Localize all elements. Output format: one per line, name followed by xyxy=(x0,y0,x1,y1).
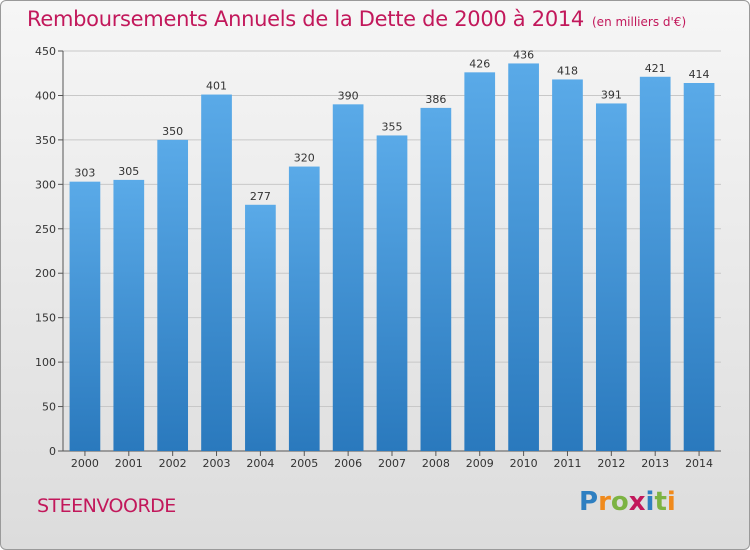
x-tick-label: 2005 xyxy=(290,457,318,470)
bar xyxy=(201,94,232,452)
x-tick-label: 2013 xyxy=(641,457,669,470)
y-tick-label: 400 xyxy=(35,89,56,102)
bar xyxy=(508,63,539,451)
y-tick-label: 50 xyxy=(42,401,56,414)
logo-letter: i xyxy=(666,487,676,517)
city-name: STEENVOORDE xyxy=(37,495,176,517)
x-tick-label: 2008 xyxy=(422,457,450,470)
bar xyxy=(69,181,101,451)
bar-value-label: 350 xyxy=(162,125,183,138)
bar xyxy=(420,107,452,451)
y-tick-label: 350 xyxy=(35,134,56,147)
title-unit: (en milliers d'€) xyxy=(592,15,687,29)
logo-letter: x xyxy=(628,487,646,517)
logo-letter: o xyxy=(610,487,629,517)
bar-value-label: 386 xyxy=(425,93,446,106)
bar xyxy=(595,103,627,451)
y-tick-label: 300 xyxy=(35,178,56,191)
x-tick-label: 2014 xyxy=(685,457,713,470)
bar-value-label: 320 xyxy=(294,152,315,165)
bar-value-label: 414 xyxy=(689,68,710,81)
chart-title: Remboursements Annuels de la Dette de 20… xyxy=(27,7,686,31)
y-tick-label: 450 xyxy=(35,45,56,58)
y-tick-label: 0 xyxy=(49,445,56,458)
logo-letter: r xyxy=(598,487,611,517)
bar xyxy=(157,139,189,451)
y-tick-label: 250 xyxy=(35,223,56,236)
bar-value-label: 418 xyxy=(557,64,578,77)
bar-value-label: 277 xyxy=(250,190,271,203)
bar xyxy=(552,79,583,451)
x-tick-label: 2002 xyxy=(159,457,187,470)
logo-letter: t xyxy=(654,487,667,517)
x-tick-label: 2004 xyxy=(246,457,274,470)
bar-value-label: 426 xyxy=(469,57,490,70)
x-tick-label: 2012 xyxy=(597,457,625,470)
logo-letter: i xyxy=(645,487,655,517)
bar-value-label: 303 xyxy=(74,167,95,180)
x-tick-label: 2001 xyxy=(115,457,143,470)
x-tick-label: 2006 xyxy=(334,457,362,470)
bar xyxy=(683,83,715,451)
bar xyxy=(376,135,408,451)
x-tick-label: 2003 xyxy=(203,457,231,470)
x-tick-label: 2007 xyxy=(378,457,406,470)
logo-letter: P xyxy=(579,487,599,517)
bar-value-label: 355 xyxy=(382,120,403,133)
bar-value-label: 421 xyxy=(645,62,666,75)
y-tick-label: 100 xyxy=(35,356,56,369)
bar xyxy=(332,104,364,451)
bar-value-label: 390 xyxy=(338,89,359,102)
bar xyxy=(245,204,276,451)
y-tick-label: 200 xyxy=(35,267,56,280)
bar-value-label: 391 xyxy=(601,88,622,101)
proxiti-logo: Proxiti xyxy=(579,487,676,517)
bar xyxy=(464,72,496,451)
bar xyxy=(113,179,145,451)
y-tick-label: 150 xyxy=(35,312,56,325)
bar-value-label: 401 xyxy=(206,80,227,93)
bar xyxy=(639,76,671,452)
x-tick-label: 2009 xyxy=(466,457,494,470)
bar-value-label: 436 xyxy=(513,48,534,61)
x-tick-label: 2000 xyxy=(71,457,99,470)
bar-value-label: 305 xyxy=(118,165,139,178)
bar xyxy=(288,166,320,452)
x-tick-label: 2011 xyxy=(553,457,581,470)
x-tick-label: 2010 xyxy=(510,457,538,470)
title-main: Remboursements Annuels de la Dette de 20… xyxy=(27,7,584,31)
